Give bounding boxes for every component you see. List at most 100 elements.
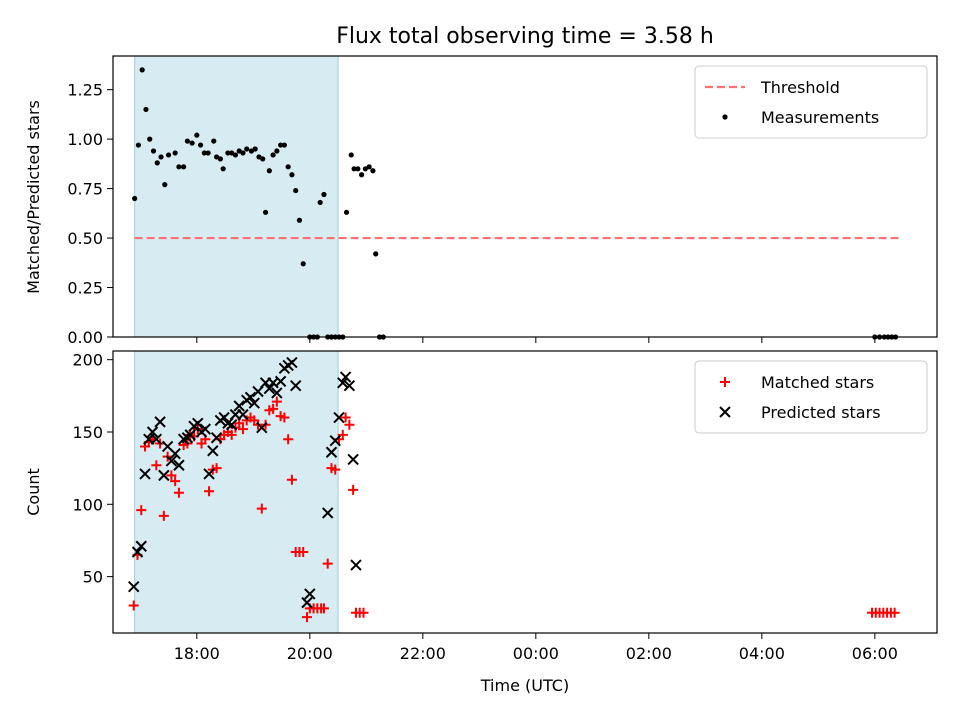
data-point xyxy=(139,67,145,73)
data-point xyxy=(151,460,162,471)
data-point xyxy=(131,546,144,558)
data-point xyxy=(166,470,177,481)
legend-label: Matched stars xyxy=(761,373,874,392)
legend-label: Predicted stars xyxy=(761,403,881,422)
data-point xyxy=(340,412,351,423)
data-point xyxy=(325,446,338,458)
data-point xyxy=(256,421,268,434)
x-tick-label: 06:00 xyxy=(852,644,898,663)
data-point xyxy=(348,484,359,495)
data-point xyxy=(132,195,138,202)
x-tick-label: 22:00 xyxy=(400,644,446,663)
data-point xyxy=(262,209,269,215)
data-point xyxy=(268,403,279,414)
data-point xyxy=(321,191,327,198)
data-point xyxy=(270,152,276,158)
data-point xyxy=(154,416,166,428)
y-tick-label: 0.75 xyxy=(67,180,103,199)
data-point xyxy=(248,397,260,409)
x-tick-label: 02:00 xyxy=(626,644,672,663)
data-point xyxy=(285,164,291,170)
data-point xyxy=(232,152,239,158)
data-point xyxy=(184,138,190,144)
legend-marker xyxy=(720,377,730,387)
data-point xyxy=(266,168,272,174)
data-point xyxy=(274,148,280,154)
data-point xyxy=(343,380,356,392)
data-point xyxy=(373,251,379,257)
data-point xyxy=(300,261,306,267)
x-tick-label: 04:00 xyxy=(739,644,785,663)
data-point xyxy=(203,468,215,480)
data-point xyxy=(210,432,223,444)
y-tick-label: 50 xyxy=(83,568,103,587)
data-point xyxy=(194,132,200,138)
data-point xyxy=(301,612,312,623)
data-point xyxy=(260,156,266,162)
bottom-y-axis-label: Count xyxy=(24,468,43,516)
data-point xyxy=(176,164,182,170)
data-point xyxy=(184,429,196,441)
data-point xyxy=(189,140,195,146)
data-point xyxy=(225,150,231,156)
x-tick-label: 18:00 xyxy=(174,644,220,663)
data-point xyxy=(286,356,298,369)
data-point xyxy=(244,146,250,152)
data-point xyxy=(278,142,284,148)
data-point xyxy=(237,424,248,435)
x-axis-label: Time (UTC) xyxy=(480,676,569,695)
data-point xyxy=(207,445,219,457)
data-point xyxy=(154,160,160,166)
data-point xyxy=(150,148,157,154)
data-point xyxy=(355,166,361,172)
data-point xyxy=(286,474,297,485)
data-point xyxy=(347,453,359,466)
data-point xyxy=(330,464,341,475)
y-tick-label: 1.25 xyxy=(67,81,103,100)
data-point xyxy=(237,408,249,421)
data-point xyxy=(158,510,169,521)
y-tick-label: 0.50 xyxy=(67,229,103,248)
data-point xyxy=(217,156,223,162)
data-point xyxy=(211,138,217,144)
data-point xyxy=(337,429,348,440)
top-panel: 0.00 0.25 0.50 0.75 1.00 1.25 Threshold Measure… xyxy=(67,55,938,347)
y-tick-label: 200 xyxy=(72,351,103,370)
legend-marker xyxy=(719,406,731,418)
data-point xyxy=(322,558,333,569)
legend-box xyxy=(694,360,928,434)
series-measurements xyxy=(132,67,899,340)
legend-marker xyxy=(722,114,728,120)
data-point xyxy=(234,418,245,429)
data-point xyxy=(304,588,316,600)
x-tick-label: 00:00 xyxy=(513,644,559,663)
data-point xyxy=(197,142,204,148)
data-point xyxy=(177,433,190,445)
data-point xyxy=(359,172,365,178)
data-point xyxy=(170,476,181,487)
data-point xyxy=(136,505,147,516)
data-point xyxy=(263,382,276,395)
top-y-axis-label: Matched/Predicted stars xyxy=(24,100,43,294)
data-point xyxy=(366,164,372,170)
data-point xyxy=(225,419,238,431)
data-point xyxy=(244,391,257,403)
legend-label: Measurements xyxy=(761,108,879,127)
data-point xyxy=(329,434,341,447)
data-point xyxy=(343,209,350,215)
data-point xyxy=(147,136,153,142)
x-tick-label: 20:00 xyxy=(287,644,333,663)
data-point xyxy=(169,447,181,460)
data-point xyxy=(370,168,376,174)
data-point xyxy=(301,596,313,609)
data-point xyxy=(348,152,354,158)
data-point xyxy=(199,423,211,435)
axes-frame xyxy=(112,350,938,634)
data-point xyxy=(240,150,246,156)
data-point xyxy=(337,377,349,389)
data-point xyxy=(298,547,309,558)
data-point xyxy=(158,154,164,160)
data-point xyxy=(344,419,355,430)
data-point xyxy=(128,600,139,611)
bottom-panel: 50 100 150 200 18:00 20:00 22:00 00:00 02:00 04:0… xyxy=(72,350,938,663)
